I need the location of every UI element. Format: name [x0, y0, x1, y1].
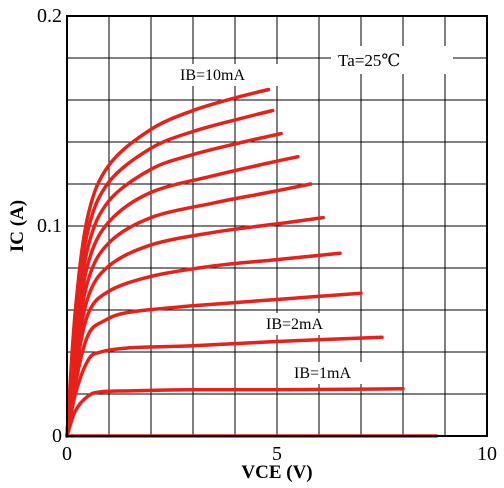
y-tick-label-mid: 0.1 [37, 215, 62, 237]
x-axis-title: VCE (V) [241, 462, 312, 483]
ic-curve-2 [65, 335, 384, 438]
x-tick-label-0: 0 [62, 443, 72, 465]
x-tick-label-10: 10 [477, 443, 497, 465]
ib-2ma-label-bg [264, 313, 340, 335]
ib-1ma-label: IB=1mA [294, 365, 351, 382]
ib-1ma-label-bg [292, 362, 368, 384]
x-tick-label-5: 5 [272, 443, 282, 465]
y-tick-label-top: 0.2 [37, 5, 62, 27]
y-axis-title: IC (A) [7, 200, 28, 252]
ic-curve-3 [65, 291, 363, 438]
temperature-label: Ta=25℃ [338, 51, 400, 70]
temperature-label-bg [331, 46, 453, 74]
ib-2ma-label: IB=2mA [266, 316, 323, 333]
y-tick-label-bottom: 0 [52, 425, 62, 447]
ic-curve-10 [65, 87, 271, 438]
ib-10ma-label-bg [178, 64, 280, 86]
plot-frame [66, 15, 488, 437]
ic-curve-1 [65, 387, 405, 438]
ib-10ma-label: IB=10mA [180, 67, 245, 84]
